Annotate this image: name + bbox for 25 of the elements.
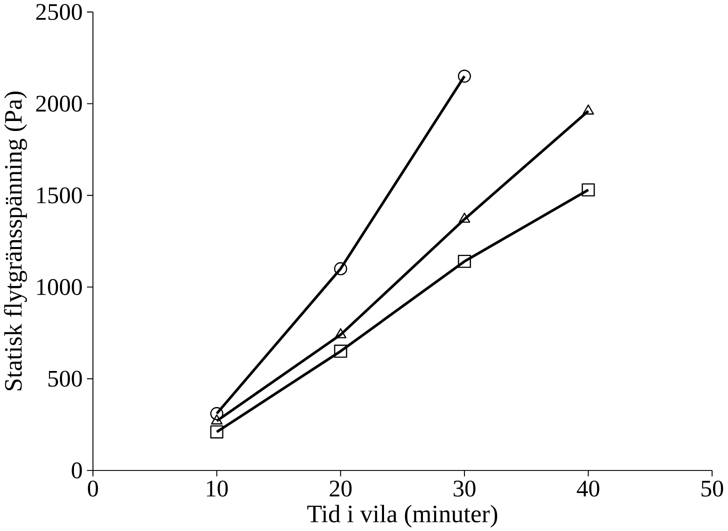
y-tick-label: 1500 — [37, 187, 82, 204]
point — [334, 344, 348, 358]
point — [210, 406, 224, 420]
x-tick-label: 20 — [330, 480, 352, 496]
point — [458, 254, 471, 268]
y-axis-title: Statisk flytgränsspänning (Pa) — [4, 91, 27, 390]
point — [582, 183, 595, 196]
x-tick-label: 30 — [454, 480, 476, 496]
point — [334, 328, 346, 338]
point — [211, 414, 223, 424]
point — [458, 69, 471, 82]
point — [334, 262, 348, 276]
point — [210, 425, 224, 438]
x-tick-label: 0 — [88, 480, 98, 496]
x-tick-label: 10 — [206, 480, 228, 496]
y-tick-label: 500 — [48, 370, 82, 387]
x-axis-title: Tid i vila (minuter) — [307, 504, 498, 528]
y-tick-label: 1000 — [37, 278, 82, 295]
x-tick-label: 40 — [576, 480, 600, 496]
y-tick-label: 0 — [72, 462, 82, 478]
y-tick-label: 2000 — [36, 95, 82, 112]
point — [582, 104, 594, 114]
x-tick-label: 50 — [702, 480, 724, 496]
point — [458, 212, 470, 223]
y-tick-label: 2500 — [36, 4, 82, 20]
